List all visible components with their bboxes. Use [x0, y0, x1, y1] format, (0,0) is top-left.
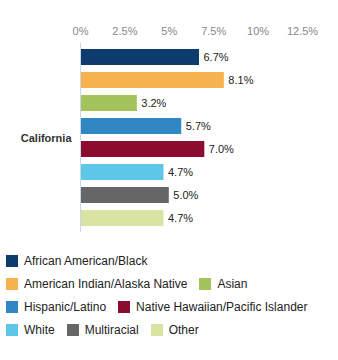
svg-text:California: California [21, 132, 73, 144]
svg-text:12.5%: 12.5% [287, 25, 318, 37]
svg-text:6.7%: 6.7% [203, 51, 228, 63]
svg-text:7.5%: 7.5% [201, 25, 226, 37]
svg-text:3.2%: 3.2% [141, 97, 166, 109]
html-text:African American/Black: African American/Black [24, 254, 148, 268]
html-text:Asian: Asian [217, 277, 248, 291]
svg-text:5.7%: 5.7% [186, 120, 211, 132]
html-text:Hispanic/Latino: Hispanic/Latino [24, 300, 107, 314]
html-text:White: White [24, 323, 55, 337]
html-text:Multiracial: Multiracial [84, 323, 139, 337]
html-text:American Indian/Alaska Native: American Indian/Alaska Native [24, 277, 188, 291]
svg-text:8.1%: 8.1% [228, 74, 253, 86]
html-text:Other: Other [168, 323, 199, 337]
svg-text:2.5%: 2.5% [112, 25, 137, 37]
svg-text:5%: 5% [161, 25, 177, 37]
svg-text:10%: 10% [247, 25, 269, 37]
svg-text:0%: 0% [73, 25, 89, 37]
svg-text:4.7%: 4.7% [168, 212, 193, 224]
html-text:Native Hawaiian/Pacific Island: Native Hawaiian/Pacific Islander [136, 300, 308, 314]
svg-text:7.0%: 7.0% [209, 143, 234, 155]
svg-text:5.0%: 5.0% [173, 189, 198, 201]
svg-text:4.7%: 4.7% [168, 166, 193, 178]
